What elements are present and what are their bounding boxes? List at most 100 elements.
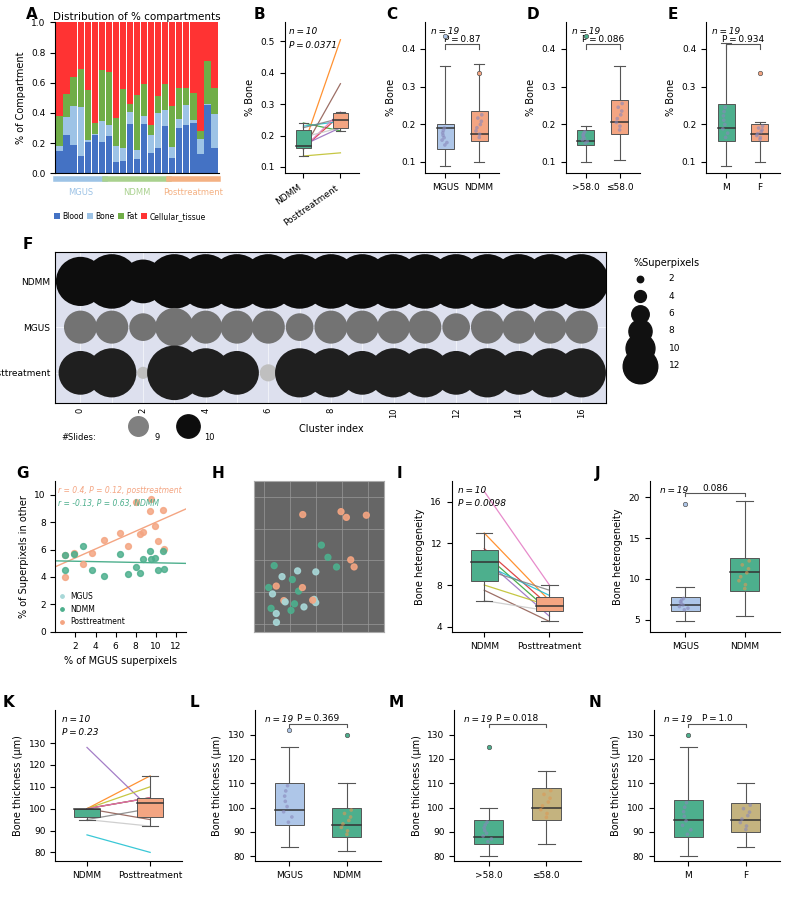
- Text: P = 0.87: P = 0.87: [444, 35, 481, 44]
- Point: [338, 806, 351, 821]
- Point: [288, 597, 301, 611]
- Point: [473, 66, 485, 81]
- Point: [279, 595, 291, 609]
- Point: [387, 366, 400, 380]
- Bar: [176, 88, 182, 118]
- Point: [481, 815, 493, 830]
- Point: [296, 508, 309, 522]
- Bar: [99, 142, 105, 173]
- Point: [436, 133, 448, 147]
- Bar: [56, 152, 63, 173]
- Text: n = 19: n = 19: [661, 485, 688, 494]
- Text: #Slides:: #Slides:: [61, 432, 96, 441]
- Point: [262, 580, 275, 595]
- Point: [325, 366, 337, 380]
- Point: [743, 805, 756, 819]
- Point: [739, 578, 752, 592]
- Text: Posttreatment: Posttreatment: [163, 188, 223, 197]
- Bar: [134, 22, 140, 95]
- Point: [308, 592, 321, 606]
- Bar: [535, 597, 563, 611]
- Point: [756, 119, 769, 134]
- Point: [473, 130, 485, 144]
- Point: [439, 138, 451, 152]
- Point: [450, 274, 463, 289]
- Bar: [204, 61, 211, 104]
- Bar: [134, 95, 140, 150]
- Point: [741, 808, 754, 823]
- Point: [148, 552, 161, 566]
- Bar: [85, 90, 91, 140]
- Point: [736, 812, 748, 826]
- Point: [356, 320, 368, 335]
- Point: [450, 320, 463, 335]
- Bar: [211, 88, 218, 114]
- Bar: [204, 105, 211, 173]
- Point: [634, 341, 646, 355]
- Point: [105, 320, 118, 335]
- Bar: [729, 559, 760, 591]
- Point: [536, 798, 549, 813]
- Point: [578, 125, 591, 139]
- Point: [674, 595, 687, 609]
- Point: [541, 806, 554, 821]
- Point: [134, 566, 147, 580]
- Bar: [190, 119, 196, 124]
- Bar: [134, 150, 140, 159]
- Text: n = 10: n = 10: [62, 715, 90, 724]
- Text: 10: 10: [204, 432, 215, 441]
- Point: [544, 366, 557, 380]
- Point: [345, 810, 357, 824]
- Bar: [99, 70, 105, 121]
- Point: [282, 815, 295, 830]
- Point: [437, 123, 450, 137]
- Bar: [190, 93, 196, 119]
- Point: [137, 552, 150, 566]
- Bar: [211, 22, 218, 88]
- Point: [122, 567, 135, 581]
- Point: [512, 320, 525, 335]
- Point: [79, 373, 92, 388]
- Point: [436, 128, 449, 143]
- Text: C: C: [386, 7, 398, 22]
- Bar: [183, 125, 189, 173]
- Point: [538, 788, 550, 802]
- X-axis label: % of MGUS superpixels: % of MGUS superpixels: [64, 656, 177, 666]
- Point: [325, 320, 337, 335]
- Point: [315, 538, 328, 553]
- Point: [356, 366, 368, 380]
- Point: [387, 274, 400, 289]
- Point: [578, 131, 591, 145]
- Point: [612, 100, 625, 115]
- Bar: [134, 159, 140, 173]
- Point: [152, 563, 165, 578]
- Point: [360, 508, 373, 522]
- Point: [718, 118, 731, 132]
- Bar: [92, 22, 98, 123]
- Point: [114, 546, 127, 561]
- Point: [481, 366, 493, 380]
- Bar: [112, 118, 119, 146]
- Point: [470, 120, 483, 135]
- Text: %Superpixels: %Superpixels: [634, 257, 699, 267]
- Text: M: M: [389, 695, 404, 710]
- Point: [286, 572, 299, 587]
- Bar: [148, 22, 154, 126]
- Point: [676, 818, 689, 832]
- Bar: [532, 788, 561, 820]
- Bar: [211, 114, 218, 148]
- Bar: [169, 147, 175, 158]
- Bar: [333, 113, 348, 127]
- Point: [296, 580, 309, 595]
- Point: [575, 366, 588, 380]
- Bar: [105, 136, 112, 173]
- Point: [277, 805, 290, 819]
- Point: [86, 545, 98, 560]
- Point: [740, 823, 752, 837]
- Bar: [120, 22, 126, 89]
- Point: [293, 320, 306, 335]
- Text: P = 0.018: P = 0.018: [497, 714, 539, 723]
- Point: [634, 272, 646, 286]
- Bar: [176, 118, 182, 127]
- Y-axis label: Bone heterogeneity: Bone heterogeneity: [613, 509, 623, 605]
